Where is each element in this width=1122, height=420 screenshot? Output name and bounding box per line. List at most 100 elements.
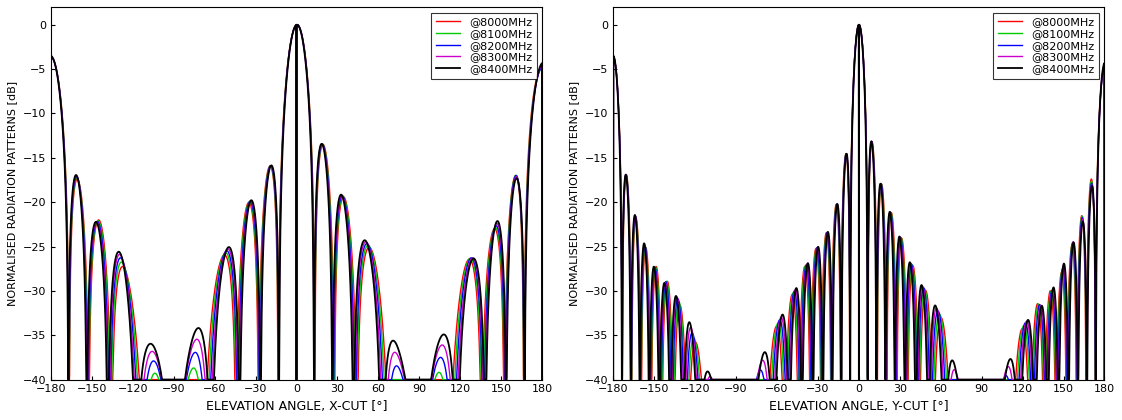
@8300MHz — [665, 372, 679, 377]
@8000MHz — [103, 368, 117, 373]
X-axis label: ELEVATION ANGLE, Y-CUT [°]: ELEVATION ANGLE, Y-CUT [°] — [769, 400, 949, 413]
@8200MHz — [196, 377, 210, 382]
Line: @8100MHz: @8100MHz — [50, 25, 542, 380]
@8400MHz — [102, 361, 116, 366]
@8100MHz — [665, 377, 679, 382]
@8200MHz — [607, 377, 620, 382]
@8100MHz — [853, 22, 866, 27]
@8400MHz — [946, 358, 959, 363]
@8100MHz — [1097, 377, 1111, 382]
@8300MHz — [853, 22, 866, 27]
@8400MHz — [196, 337, 210, 342]
@8000MHz — [44, 377, 57, 382]
@8000MHz — [102, 336, 116, 341]
@8300MHz — [760, 368, 773, 373]
@8200MHz — [1097, 377, 1111, 382]
@8300MHz — [103, 371, 117, 376]
@8000MHz — [1097, 377, 1111, 382]
@8100MHz — [760, 377, 773, 382]
@8400MHz — [291, 22, 304, 27]
@8000MHz — [760, 377, 773, 382]
@8300MHz — [665, 377, 679, 382]
@8200MHz — [665, 377, 679, 382]
Y-axis label: NORMALISED RADIATION PATTERNS [dB]: NORMALISED RADIATION PATTERNS [dB] — [569, 81, 579, 306]
@8000MHz — [607, 377, 620, 382]
Line: @8000MHz: @8000MHz — [614, 25, 1104, 380]
@8200MHz — [535, 377, 549, 382]
Line: @8200MHz: @8200MHz — [614, 25, 1104, 380]
@8200MHz — [103, 377, 117, 382]
@8400MHz — [535, 377, 549, 382]
Line: @8400MHz: @8400MHz — [614, 25, 1104, 380]
@8200MHz — [760, 377, 773, 382]
@8000MHz — [535, 377, 549, 382]
@8100MHz — [637, 249, 651, 255]
@8400MHz — [75, 212, 89, 217]
Line: @8200MHz: @8200MHz — [50, 25, 542, 380]
@8000MHz — [986, 377, 1000, 382]
@8100MHz — [946, 377, 959, 382]
@8000MHz — [424, 377, 438, 382]
Line: @8000MHz: @8000MHz — [50, 25, 542, 380]
@8000MHz — [75, 197, 89, 202]
@8400MHz — [44, 377, 57, 382]
@8400MHz — [384, 341, 397, 346]
@8300MHz — [637, 242, 651, 247]
@8200MHz — [75, 204, 89, 209]
@8400MHz — [424, 377, 438, 382]
@8300MHz — [946, 369, 959, 374]
@8100MHz — [75, 200, 89, 205]
@8300MHz — [75, 207, 89, 213]
@8400MHz — [760, 351, 773, 356]
@8000MHz — [384, 377, 397, 382]
Legend: @8000MHz, @8100MHz, @8200MHz, @8300MHz, @8400MHz: @8000MHz, @8100MHz, @8200MHz, @8300MHz, … — [431, 13, 536, 79]
@8000MHz — [291, 22, 304, 27]
@8300MHz — [291, 22, 304, 27]
@8400MHz — [986, 377, 1000, 382]
@8200MHz — [102, 377, 116, 382]
Line: @8300MHz: @8300MHz — [50, 25, 542, 380]
@8000MHz — [665, 339, 679, 344]
@8300MHz — [424, 377, 438, 382]
@8100MHz — [291, 22, 304, 27]
Line: @8400MHz: @8400MHz — [50, 25, 542, 380]
@8300MHz — [607, 377, 620, 382]
@8200MHz — [637, 245, 651, 250]
@8300MHz — [986, 377, 1000, 382]
@8100MHz — [196, 377, 210, 382]
@8100MHz — [424, 377, 438, 382]
Line: @8300MHz: @8300MHz — [614, 25, 1104, 380]
@8000MHz — [853, 22, 866, 27]
@8200MHz — [44, 377, 57, 382]
@8100MHz — [103, 377, 117, 382]
@8000MHz — [665, 369, 679, 374]
@8000MHz — [196, 377, 210, 382]
Line: @8100MHz: @8100MHz — [614, 25, 1104, 380]
@8300MHz — [535, 377, 549, 382]
@8100MHz — [384, 377, 397, 382]
@8400MHz — [607, 377, 620, 382]
Y-axis label: NORMALISED RADIATION PATTERNS [dB]: NORMALISED RADIATION PATTERNS [dB] — [7, 81, 17, 306]
@8200MHz — [946, 377, 959, 382]
@8400MHz — [665, 336, 679, 341]
Legend: @8000MHz, @8100MHz, @8200MHz, @8300MHz, @8400MHz: @8000MHz, @8100MHz, @8200MHz, @8300MHz, … — [993, 13, 1098, 79]
X-axis label: ELEVATION ANGLE, X-CUT [°]: ELEVATION ANGLE, X-CUT [°] — [205, 400, 387, 413]
@8100MHz — [44, 377, 57, 382]
@8200MHz — [424, 377, 438, 382]
@8100MHz — [986, 377, 1000, 382]
@8300MHz — [44, 377, 57, 382]
@8200MHz — [384, 377, 397, 382]
@8000MHz — [637, 255, 651, 260]
@8300MHz — [102, 377, 116, 382]
@8400MHz — [853, 22, 866, 27]
@8400MHz — [637, 241, 651, 246]
@8300MHz — [1097, 377, 1111, 382]
@8100MHz — [607, 377, 620, 382]
@8300MHz — [196, 360, 210, 365]
@8200MHz — [665, 377, 679, 382]
@8100MHz — [665, 377, 679, 382]
@8000MHz — [946, 377, 959, 382]
@8100MHz — [535, 377, 549, 382]
@8200MHz — [986, 377, 1000, 382]
@8100MHz — [102, 377, 116, 382]
